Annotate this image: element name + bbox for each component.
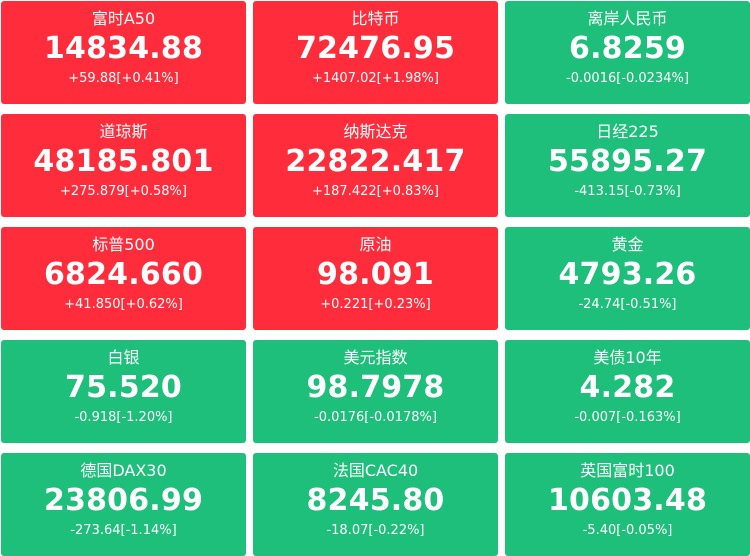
quote-price: 98.091 bbox=[317, 257, 434, 292]
quote-tile-silver[interactable]: 白银 75.520 -0.918[-1.20%] bbox=[1, 340, 246, 443]
quote-tile-nasdaq[interactable]: 纳斯达克 22822.417 +187.422[+0.83%] bbox=[253, 114, 498, 217]
quote-price: 8245.80 bbox=[306, 483, 445, 518]
quote-tile-offshore-rmb[interactable]: 离岸人民币 6.8259 -0.0016[-0.0234%] bbox=[505, 1, 750, 104]
quote-tile-sp500[interactable]: 标普500 6824.660 +41.850[+0.62%] bbox=[1, 227, 246, 330]
quote-tile-nikkei-225[interactable]: 日经225 55895.27 -413.15[-0.73%] bbox=[505, 114, 750, 217]
quote-tile-gold[interactable]: 黄金 4793.26 -24.74[-0.51%] bbox=[505, 227, 750, 330]
quote-name: 黄金 bbox=[611, 235, 644, 254]
quote-change: -0.007[-0.163%] bbox=[574, 410, 681, 425]
quote-change: -18.07[-0.22%] bbox=[326, 523, 425, 538]
quote-price: 55895.27 bbox=[547, 144, 708, 179]
quote-name: 美元指数 bbox=[343, 348, 408, 367]
quote-tile-dow-jones[interactable]: 道琼斯 48185.801 +275.879[+0.58%] bbox=[1, 114, 246, 217]
quote-change: -0.0176[-0.0178%] bbox=[314, 410, 437, 425]
quote-price: 4.282 bbox=[579, 370, 676, 405]
quote-change: -0.0016[-0.0234%] bbox=[566, 71, 689, 86]
quote-change: +1407.02[+1.98%] bbox=[312, 71, 439, 86]
quote-price: 48185.801 bbox=[33, 144, 214, 179]
quote-price: 23806.99 bbox=[43, 483, 204, 518]
quote-name: 标普500 bbox=[92, 235, 155, 254]
quote-price: 75.520 bbox=[65, 370, 182, 405]
quote-price: 14834.88 bbox=[43, 31, 204, 66]
quote-price: 22822.417 bbox=[285, 144, 466, 179]
quote-change: -24.74[-0.51%] bbox=[578, 297, 677, 312]
quote-name: 道琼斯 bbox=[99, 122, 148, 141]
quote-change: +0.221[+0.23%] bbox=[320, 297, 431, 312]
quote-name: 法国CAC40 bbox=[332, 461, 419, 480]
quote-name: 富时A50 bbox=[91, 9, 156, 28]
quote-name: 比特币 bbox=[351, 9, 400, 28]
quote-price: 6.8259 bbox=[569, 31, 686, 66]
quote-price: 10603.48 bbox=[547, 483, 708, 518]
quote-price: 4793.26 bbox=[558, 257, 697, 292]
quote-change: -273.64[-1.14%] bbox=[70, 523, 177, 538]
quote-tile-bitcoin[interactable]: 比特币 72476.95 +1407.02[+1.98%] bbox=[253, 1, 498, 104]
quote-change: -5.40[-0.05%] bbox=[582, 523, 673, 538]
quote-tile-crude-oil[interactable]: 原油 98.091 +0.221[+0.23%] bbox=[253, 227, 498, 330]
quote-tile-cac40[interactable]: 法国CAC40 8245.80 -18.07[-0.22%] bbox=[253, 453, 498, 556]
quote-name: 德国DAX30 bbox=[80, 461, 167, 480]
quote-change: -0.918[-1.20%] bbox=[74, 410, 173, 425]
quote-tile-dollar-index[interactable]: 美元指数 98.7978 -0.0176[-0.0178%] bbox=[253, 340, 498, 443]
quote-tile-dax30[interactable]: 德国DAX30 23806.99 -273.64[-1.14%] bbox=[1, 453, 246, 556]
quote-name: 白银 bbox=[107, 348, 140, 367]
quote-change: +187.422[+0.83%] bbox=[312, 184, 439, 199]
quote-change: -413.15[-0.73%] bbox=[574, 184, 681, 199]
quote-tile-us-10y-treasury[interactable]: 美债10年 4.282 -0.007[-0.163%] bbox=[505, 340, 750, 443]
quote-price: 72476.95 bbox=[295, 31, 456, 66]
quote-price: 6824.660 bbox=[43, 257, 204, 292]
quote-tile-ftse-100[interactable]: 英国富时100 10603.48 -5.40[-0.05%] bbox=[505, 453, 750, 556]
quote-name: 纳斯达克 bbox=[343, 122, 408, 141]
quote-change: +275.879[+0.58%] bbox=[60, 184, 187, 199]
quote-price: 98.7978 bbox=[306, 370, 445, 405]
quote-change: +41.850[+0.62%] bbox=[64, 297, 183, 312]
quote-tile-ftse-a50[interactable]: 富时A50 14834.88 +59.88[+0.41%] bbox=[1, 1, 246, 104]
quote-name: 离岸人民币 bbox=[587, 9, 668, 28]
quote-name: 原油 bbox=[359, 235, 392, 254]
quote-name: 英国富时100 bbox=[580, 461, 675, 480]
quote-name: 日经225 bbox=[596, 122, 659, 141]
quote-name: 美债10年 bbox=[593, 348, 662, 367]
quote-change: +59.88[+0.41%] bbox=[68, 71, 179, 86]
